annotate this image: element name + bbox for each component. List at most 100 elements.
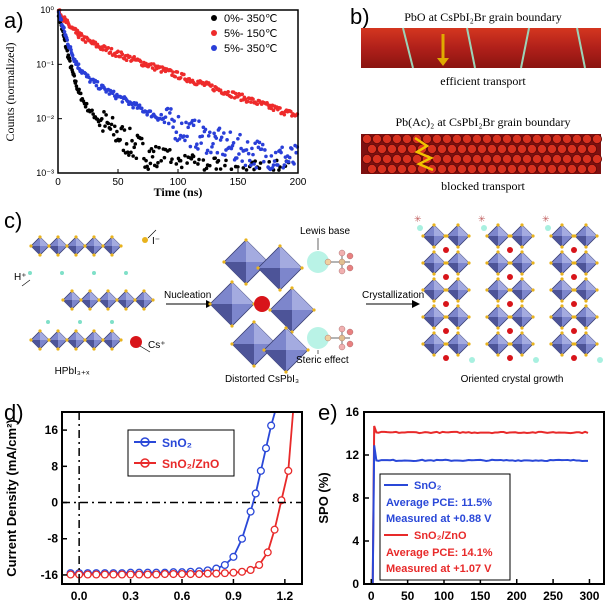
trpl-point — [72, 74, 77, 78]
trpl-point — [191, 123, 196, 128]
trpl-point — [134, 101, 139, 106]
trpl-point — [120, 124, 125, 129]
trpl-point — [139, 136, 144, 141]
iodide-atom — [573, 288, 577, 292]
trpl-point — [77, 87, 81, 92]
column-cesium — [507, 355, 513, 361]
iodide-atom — [573, 261, 577, 265]
octa-highlight — [40, 331, 49, 340]
trpl-point — [144, 158, 148, 163]
iodide-atom — [520, 272, 524, 276]
octa-highlight — [434, 252, 445, 263]
iodide-atom — [47, 338, 51, 342]
pbac-grain — [541, 153, 552, 164]
octa-highlight — [434, 225, 445, 236]
octa-shadow — [85, 246, 94, 255]
oriented-crystal-columns: ✳ ✳ ✳ — [414, 214, 603, 363]
trpl-point — [122, 128, 127, 132]
iodide-atom — [456, 245, 460, 249]
pbac-grain — [397, 163, 408, 174]
pbi6-octahedron — [509, 304, 535, 330]
pbac-grain — [561, 133, 572, 144]
trpl-point — [69, 64, 74, 69]
octa-highlight — [586, 225, 597, 236]
pbac-grain — [536, 143, 547, 154]
pbac-grain — [447, 143, 458, 154]
iodide-atom — [584, 299, 588, 303]
trpl-point — [253, 159, 257, 163]
jv-point — [220, 560, 229, 570]
iodide-atom — [432, 277, 436, 281]
octa-highlight — [522, 306, 533, 317]
trpl-point — [103, 124, 107, 128]
column-cesium — [443, 328, 449, 334]
trpl-point — [206, 134, 211, 138]
iodide-atom — [300, 266, 304, 270]
molecule-atom — [338, 249, 346, 257]
trpl-point — [241, 166, 246, 170]
trpl-point — [104, 113, 108, 117]
octa-highlight — [498, 333, 509, 344]
trpl-point — [109, 46, 114, 51]
iodide-atom — [520, 223, 524, 227]
hpbi-label: HPbI₃₊ₓ — [55, 366, 91, 377]
octa-shadow — [232, 344, 254, 366]
trpl-point — [132, 55, 136, 59]
trpl-point — [174, 130, 179, 135]
column-cesium — [443, 355, 449, 361]
pbac-grain — [402, 133, 413, 144]
column-cesium — [507, 328, 513, 334]
trpl-point — [280, 145, 284, 150]
free-iodide — [142, 237, 148, 243]
trpl-point — [251, 97, 255, 101]
trpl-x-tick-label: 100 — [170, 177, 187, 188]
iodide-atom — [432, 304, 436, 308]
octa-shadow — [447, 344, 458, 355]
pbac-grain — [447, 163, 458, 174]
iodide-atom — [88, 307, 92, 311]
trpl-y-tick-label: 10⁻² — [36, 114, 54, 124]
iodide-atom — [70, 289, 74, 293]
pbac-grain — [387, 143, 398, 154]
pbi6-octahedron — [549, 223, 575, 249]
iodide-atom — [445, 315, 449, 319]
column-ligand — [597, 357, 603, 363]
trpl-point — [249, 163, 253, 167]
molecule-atom — [346, 328, 354, 336]
iodide-atom — [456, 299, 460, 303]
trpl-point — [98, 86, 103, 91]
lewis-glow-top — [307, 251, 329, 273]
iodide-atom — [432, 353, 436, 357]
iodide-atom — [467, 261, 471, 265]
octa-highlight — [40, 237, 49, 246]
iodide-atom — [573, 234, 577, 238]
crystallization-arrow-head — [412, 300, 420, 308]
pbac-grain — [586, 143, 597, 154]
jv-point — [177, 569, 187, 579]
jv-point — [203, 569, 212, 578]
jv-point — [237, 567, 247, 576]
trpl-legend-marker-0 — [211, 15, 217, 21]
trpl-point — [182, 134, 186, 138]
iodide-atom — [38, 235, 42, 239]
trpl-point — [112, 124, 117, 129]
iodide-atom — [445, 342, 449, 346]
iodide-atom — [531, 288, 535, 292]
trpl-point — [243, 163, 248, 168]
iodide-atom — [106, 289, 110, 293]
trpl-point — [93, 40, 98, 45]
octa-shadow — [423, 290, 434, 301]
octa-shadow — [117, 300, 126, 309]
trpl-point — [124, 142, 129, 146]
trpl-point — [157, 145, 161, 150]
pbi6-octahedron — [421, 223, 447, 249]
jv-point — [220, 569, 229, 578]
column-ligand — [469, 357, 475, 363]
octa-shadow — [511, 236, 522, 247]
column-cesium — [571, 355, 577, 361]
octa-shadow — [81, 300, 90, 309]
column-cesium — [443, 247, 449, 253]
trpl-point — [184, 120, 188, 125]
pbac-grain — [392, 153, 403, 164]
trpl-point — [148, 109, 153, 114]
